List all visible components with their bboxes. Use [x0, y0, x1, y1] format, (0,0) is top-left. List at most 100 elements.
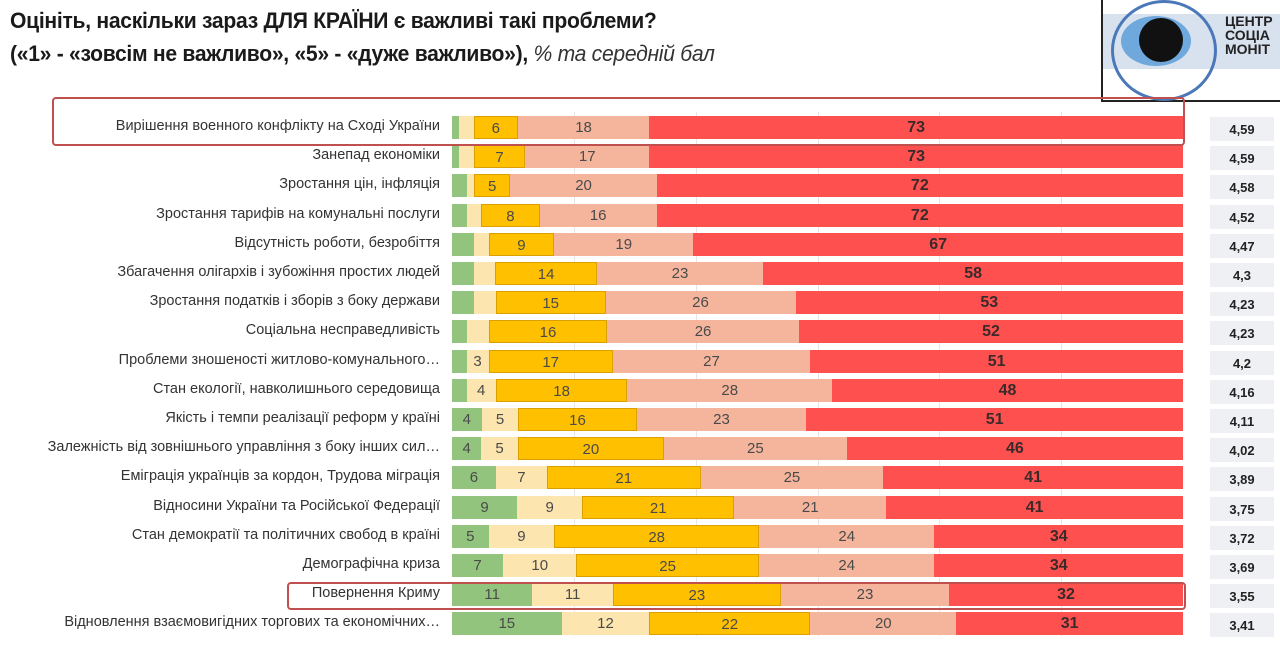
- bar-segment-4: 19: [554, 232, 694, 256]
- mean-score: 4,02: [1210, 438, 1274, 463]
- bar-segment-1-not-important: [452, 116, 460, 139]
- title-scale-note: («1» - «зовсім не важливо», «5» - «дуже …: [10, 41, 528, 66]
- bar-segment-4: 21: [734, 495, 887, 519]
- bar-segment-1-not-important: 4: [452, 408, 482, 431]
- bar-segment-3: 16: [518, 408, 637, 431]
- bar-segment-1-not-important: 11: [452, 583, 533, 607]
- row-label: Вирішення военного конфлікту на Сході Ук…: [115, 118, 440, 134]
- bar-segment-2: 9: [517, 495, 583, 519]
- bar-segment-2: [473, 262, 496, 285]
- bar-segment-2: 12: [561, 612, 650, 636]
- bar-segment-3: 25: [576, 554, 760, 577]
- bar-segment-2: [466, 174, 474, 198]
- mean-score: 4,59: [1210, 146, 1274, 171]
- bar-segment-4: 23: [780, 583, 950, 607]
- bar-segment-3: 21: [582, 495, 735, 519]
- row-label: Стан демократії та політичних свобод в к…: [131, 526, 440, 543]
- bar-segment-5-very-important: 52: [799, 320, 1183, 344]
- logo-text: ЦЕНТР СОЦІА МОНІТ: [1225, 14, 1273, 56]
- highlight-box: [52, 97, 1185, 146]
- bar-segment-2: 11: [532, 583, 613, 607]
- bar-segment-3: 15: [495, 291, 606, 315]
- row-label: Зростання тарифів на комунальні послуги: [156, 205, 440, 222]
- bar-segment-2: 4: [466, 378, 496, 402]
- row-label: Залежність від зовнішнього управління з …: [47, 439, 440, 456]
- bar-segment-1-not-important: 7: [452, 554, 504, 577]
- bar-segment-2: 7: [495, 466, 548, 490]
- bar-segment-3: 5: [473, 174, 511, 198]
- bar-segment-3: 7: [473, 145, 526, 169]
- bar-segment-3: 23: [612, 583, 781, 607]
- bar-segment-4: 20: [810, 612, 957, 636]
- row-label: Демографічна криза: [302, 556, 440, 572]
- gridline: [695, 112, 697, 636]
- row-label: Стан екології, навколишнього середовища: [152, 380, 440, 397]
- bar-segment-1-not-important: 5: [452, 524, 489, 548]
- bar-segment-2: [459, 116, 474, 139]
- gridline: [939, 112, 941, 636]
- row-label: Занепад економіки: [312, 147, 440, 164]
- title-unit-note: % та середній бал: [533, 41, 715, 66]
- bar-segment-3: 9: [488, 232, 555, 256]
- gridline: [573, 112, 575, 636]
- bar-segment-1-not-important: [452, 145, 460, 169]
- row-label: Проблеми зношеності житлово-комунального…: [118, 351, 440, 368]
- title-line-1: Оцініть, наскільки зараз ДЛЯ КРАЇНИ є ва…: [10, 8, 657, 33]
- gridline: [1061, 112, 1063, 636]
- bar-segment-1-not-important: [452, 262, 474, 285]
- mean-score: 3,55: [1210, 584, 1274, 609]
- bar-segment-2: 9: [488, 524, 555, 548]
- bar-segment-2: [459, 145, 474, 169]
- bar-segment-2: 5: [481, 437, 518, 461]
- bar-segment-4: 23: [636, 408, 807, 431]
- bar-segment-3: 28: [554, 524, 759, 548]
- mean-score: 4,58: [1210, 175, 1274, 200]
- row-label: Зростання цін, інфляція: [279, 176, 440, 193]
- bar-segment-2: [466, 320, 489, 344]
- bar-segment-2: 5: [481, 408, 519, 431]
- bar-segment-3: 16: [488, 320, 608, 344]
- bar-segment-5-very-important: 72: [656, 203, 1183, 227]
- bar-segment-1-not-important: [452, 203, 467, 227]
- bar-segment-1-not-important: 4: [452, 437, 482, 461]
- highlight-box: [287, 582, 1186, 610]
- bar-segment-4: 26: [605, 291, 796, 315]
- bar-segment-5-very-important: 41: [883, 466, 1183, 490]
- bar-segment-1-not-important: [452, 349, 467, 373]
- bar-segment-2: [473, 291, 496, 315]
- bar-segment-5-very-important: 48: [832, 378, 1183, 402]
- bar-segment-1-not-important: [452, 232, 474, 256]
- bar-segment-1-not-important: [452, 320, 467, 344]
- bar-segment-3: 14: [495, 262, 597, 285]
- mean-score: 3,75: [1210, 496, 1274, 521]
- bar-segment-5-very-important: 58: [763, 262, 1183, 285]
- bar-segment-5-very-important: 34: [934, 524, 1183, 548]
- bar-segment-4: 24: [759, 524, 935, 548]
- bar-segment-4: 27: [612, 349, 811, 373]
- bar-segment-4: 17: [525, 145, 650, 169]
- mean-score: 3,72: [1210, 525, 1274, 550]
- bar-segment-3: 17: [488, 349, 613, 373]
- mean-score: 3,41: [1210, 613, 1274, 638]
- bar-segment-1-not-important: [452, 174, 467, 198]
- bar-segment-5-very-important: 41: [886, 495, 1183, 519]
- bar-segment-2: 3: [466, 349, 489, 373]
- mean-score: 4,23: [1210, 292, 1274, 317]
- bar-segment-1-not-important: 6: [452, 466, 496, 490]
- bar-segment-4: 20: [510, 174, 657, 198]
- bar-segment-4: 28: [627, 378, 833, 402]
- bar-segment-2: [466, 203, 482, 227]
- row-label: Еміграція українців за кордон, Трудова м…: [120, 468, 440, 485]
- row-label: Зростання податків і зборів з боку держа…: [149, 293, 440, 310]
- mean-score: 3,69: [1210, 555, 1274, 579]
- bar-segment-4: 16: [539, 203, 657, 227]
- row-label: Соціальна несправедливість: [245, 322, 440, 339]
- bar-segment-5-very-important: 73: [649, 116, 1183, 139]
- bar-segment-5-very-important: 73: [649, 145, 1183, 169]
- organization-logo: ЦЕНТР СОЦІА МОНІТ: [1101, 0, 1280, 102]
- bar-segment-1-not-important: [452, 291, 474, 315]
- row-label: Якість і темпи реалізації реформ у країн…: [165, 410, 440, 426]
- bar-segment-1-not-important: [452, 378, 467, 402]
- bar-segment-3: 18: [495, 378, 628, 402]
- bar-segment-1-not-important: 15: [452, 612, 562, 636]
